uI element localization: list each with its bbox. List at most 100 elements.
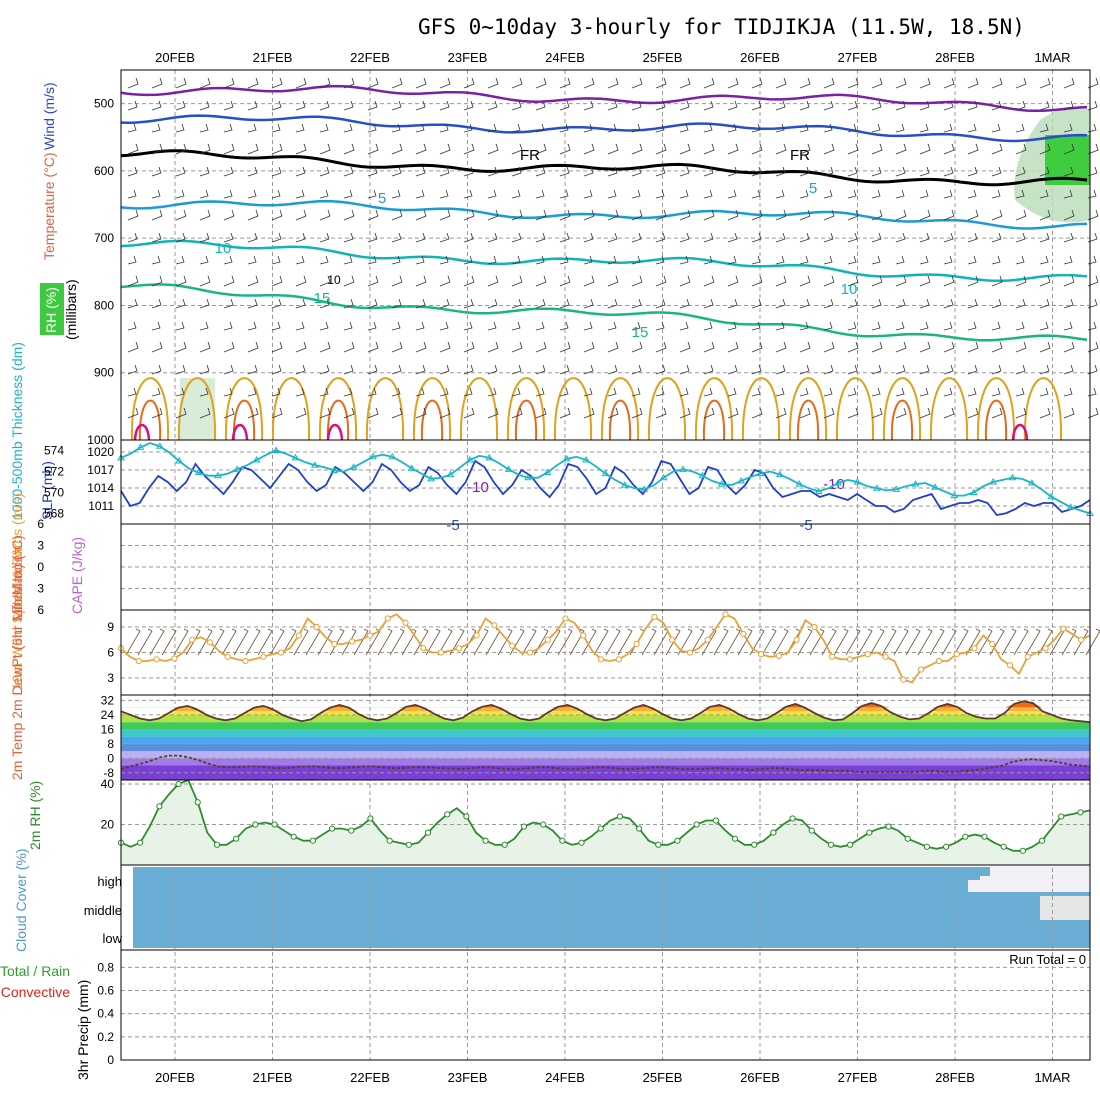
temp-band-8: [121, 711, 1090, 715]
wind-barb: [487, 364, 498, 375]
wind-barb: [895, 123, 905, 133]
rh2m-series-point: [540, 821, 547, 828]
rh-shade-core: [1045, 135, 1090, 185]
wind10m-series-point: [686, 649, 694, 656]
wind-barb: [679, 77, 691, 89]
wind-barb: [391, 407, 403, 419]
wind-barb: [1015, 77, 1027, 89]
wind-barb: [343, 209, 355, 221]
wind-barb: [583, 166, 594, 177]
wind-barb: [631, 275, 643, 287]
wind10m-series-point: [455, 645, 462, 652]
wind-barb: [727, 275, 739, 287]
rh2m-series-point: [233, 835, 240, 842]
wind-barb: [535, 209, 547, 221]
contour-20-loop: [976, 377, 1016, 441]
wind-barb: [991, 364, 1002, 375]
wind-barb: [1015, 123, 1025, 133]
wind10m-series-point: [971, 645, 978, 652]
wind-barb: [631, 321, 641, 331]
wind10m-series-point: [1006, 662, 1014, 669]
precip-tick-label: 0.6: [97, 984, 114, 998]
wind-barb: [1063, 341, 1075, 353]
wind-barb: [295, 166, 306, 177]
wind-barb: [943, 341, 955, 353]
wind-barb: [823, 189, 833, 199]
wind-barb: [679, 232, 690, 243]
wind-barb: [703, 298, 714, 309]
surface-wind-barb: [737, 628, 753, 656]
wind-barb: [1015, 298, 1026, 309]
surface-wind-barb: [977, 628, 993, 656]
wind-barb: [703, 209, 715, 221]
wind-barb: [919, 387, 929, 397]
wind-barb: [583, 275, 595, 287]
wind-barb: [439, 407, 451, 419]
wind-barb: [727, 298, 738, 309]
wind-barb: [703, 255, 713, 265]
cloud-level-label: high: [97, 874, 122, 889]
wind-barb: [607, 189, 617, 199]
wind-barb: [943, 321, 953, 331]
wind-barb: [943, 387, 953, 397]
wind-barb: [175, 189, 185, 199]
wind-barb: [535, 298, 546, 309]
wind-barb: [631, 387, 641, 397]
wind-barb: [871, 232, 882, 243]
wind-barb: [487, 166, 498, 177]
wind-barb: [751, 77, 763, 89]
wind-barb: [871, 143, 883, 155]
wind-barb: [1015, 209, 1027, 221]
wind-barb: [511, 143, 523, 155]
wind-barb: [511, 255, 521, 265]
surface-wind-barb: [221, 628, 237, 656]
wind-barb: [559, 77, 571, 89]
wind-barb: [1087, 189, 1097, 199]
wind-barb: [847, 275, 859, 287]
wind-barb: [823, 209, 835, 221]
wind-barb: [439, 100, 450, 111]
wind-barb: [247, 189, 257, 199]
wind-barb: [1063, 166, 1074, 177]
wind-barb: [871, 298, 882, 309]
surface-wind-barb: [941, 628, 957, 656]
wind-barb: [151, 209, 163, 221]
rh2m-series-point: [904, 835, 911, 842]
wind-barb: [799, 232, 810, 243]
surface-wind-barb: [809, 628, 825, 656]
wind-barb: [487, 407, 499, 419]
wind-barb: [247, 255, 257, 265]
wind-barb: [943, 77, 955, 89]
thickness-series-point: [892, 485, 901, 492]
wind-barb: [871, 407, 883, 419]
wind-barb: [391, 123, 401, 133]
wind-barb: [679, 123, 689, 133]
wind10m-series-point: [740, 630, 747, 637]
wind-barb: [967, 341, 979, 353]
temp-tick-label: 16: [101, 722, 115, 736]
wind-barb: [1015, 275, 1027, 287]
cloud-level-label: low: [102, 931, 122, 946]
contour-label-10: 10: [215, 240, 232, 257]
surface-wind-barb: [617, 628, 633, 656]
rh-tick-label: 40: [101, 777, 115, 791]
wind-barb: [727, 255, 737, 265]
wind-tick-label: 3: [107, 671, 114, 685]
wind-barb: [1015, 321, 1025, 331]
wind-barb: [751, 255, 761, 265]
wind-barb: [511, 341, 523, 353]
wind-barb: [991, 255, 1001, 265]
wind-barb: [247, 100, 258, 111]
wind-barb: [679, 321, 689, 331]
wind-barb: [823, 123, 833, 133]
panel-bg-upper: [121, 70, 1090, 440]
wind-barb: [271, 143, 283, 155]
wind-barb: [271, 255, 281, 265]
wind-barb: [127, 123, 137, 133]
temp-series-line: [120, 700, 1091, 723]
wind-tick-label: 9: [107, 620, 114, 634]
rh2m-series-point: [751, 841, 758, 848]
wind-barb: [679, 407, 691, 419]
surface-wind-barb: [797, 628, 813, 656]
wind-barb: [679, 209, 691, 221]
